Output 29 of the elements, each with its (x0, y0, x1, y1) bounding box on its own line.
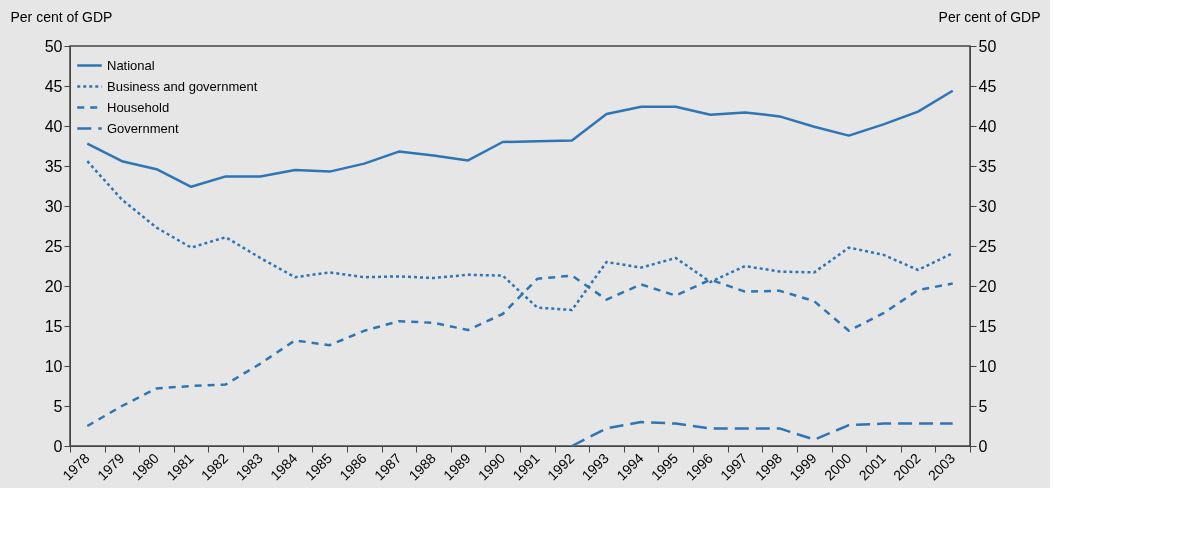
y-tick-label: 15 (44, 317, 63, 335)
y2-tick-label: 40 (978, 117, 997, 135)
y-tick-label: 40 (44, 117, 63, 135)
y2-tick-label: 15 (978, 317, 997, 335)
y-axis-title: Per cent of GDP (10, 8, 113, 25)
y2-tick-label: 5 (978, 397, 988, 415)
legend-label: Household (107, 99, 170, 115)
y2-tick-label: 25 (978, 237, 997, 255)
y2-tick-label: 45 (978, 77, 997, 95)
line-series (570, 420, 954, 448)
y-tick-label: 50 (44, 37, 63, 55)
y-tick-label: 10 (44, 357, 63, 375)
y-tick-label: 0 (53, 437, 63, 455)
y-tick-label: 5 (53, 397, 63, 415)
y2-tick-label: 35 (978, 157, 997, 175)
y2-tick-label: 50 (978, 37, 997, 55)
y2-tick-label: 30 (978, 197, 997, 215)
legend-label: Business and government (107, 78, 258, 94)
y-tick-label: 25 (44, 237, 63, 255)
y2-tick-label: 10 (978, 357, 997, 375)
y-tick-label: 20 (44, 277, 63, 295)
y2-axis-title: Per cent of GDP (938, 8, 1041, 25)
y2-tick-label: 20 (978, 277, 997, 295)
y2-tick-label: 0 (978, 437, 988, 455)
y-tick-label: 30 (44, 197, 63, 215)
legend-label: National (107, 57, 155, 73)
legend-label: Government (107, 120, 179, 136)
y-tick-label: 45 (44, 77, 63, 95)
y-tick-label: 35 (44, 157, 63, 175)
